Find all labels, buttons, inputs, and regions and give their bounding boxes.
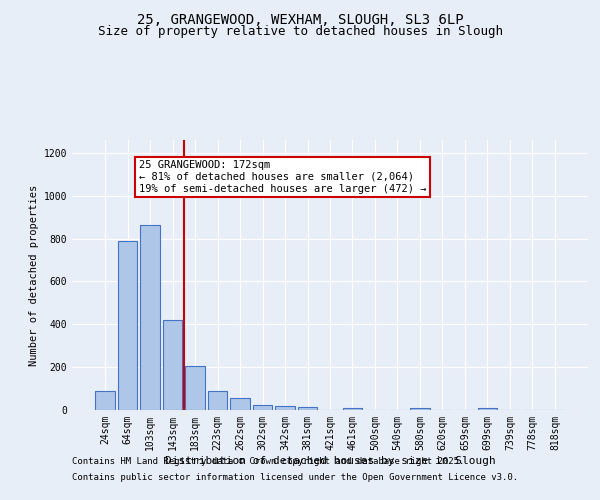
Bar [478, 408, 497, 410]
Bar [253, 404, 272, 410]
Bar [185, 366, 205, 410]
Text: 25 GRANGEWOOD: 172sqm
← 81% of detached houses are smaller (2,064)
19% of semi-d: 25 GRANGEWOOD: 172sqm ← 81% of detached … [139, 160, 426, 194]
Text: Contains HM Land Registry data © Crown copyright and database right 2025.: Contains HM Land Registry data © Crown c… [72, 458, 464, 466]
Text: Contains public sector information licensed under the Open Government Licence v3: Contains public sector information licen… [72, 472, 518, 482]
Bar [95, 390, 115, 410]
X-axis label: Distribution of detached houses by size in Slough: Distribution of detached houses by size … [164, 456, 496, 466]
Bar [118, 240, 137, 410]
Bar [140, 224, 160, 410]
Bar [275, 406, 295, 410]
Bar [163, 320, 182, 410]
Bar [208, 390, 227, 410]
Text: 25, GRANGEWOOD, WEXHAM, SLOUGH, SL3 6LP: 25, GRANGEWOOD, WEXHAM, SLOUGH, SL3 6LP [137, 12, 463, 26]
Bar [343, 408, 362, 410]
Bar [298, 407, 317, 410]
Y-axis label: Number of detached properties: Number of detached properties [29, 184, 40, 366]
Bar [230, 398, 250, 410]
Bar [410, 408, 430, 410]
Text: Size of property relative to detached houses in Slough: Size of property relative to detached ho… [97, 25, 503, 38]
